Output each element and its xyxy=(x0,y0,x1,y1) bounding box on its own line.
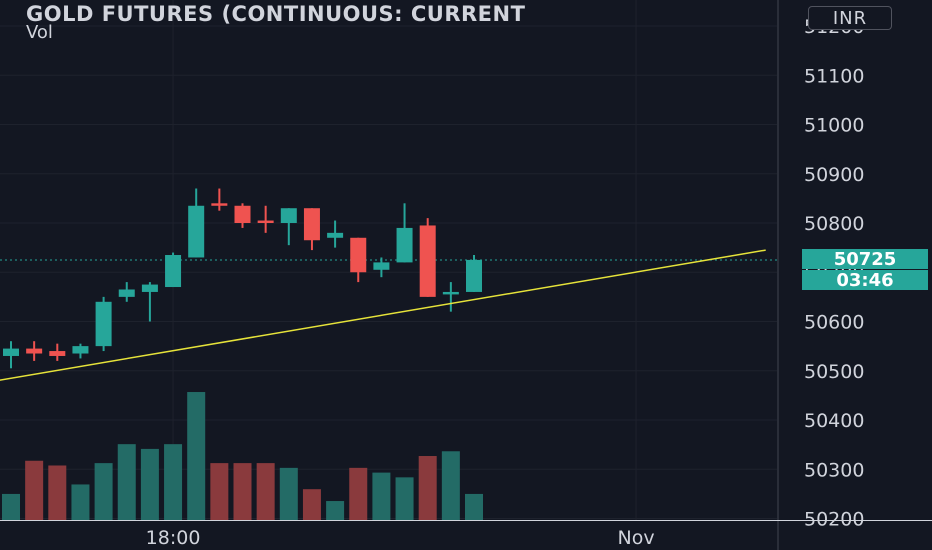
candle-body xyxy=(118,289,135,297)
candle-body xyxy=(72,346,89,354)
candles xyxy=(3,188,482,369)
price-tick-label: 51100 xyxy=(804,65,864,87)
time-tick-label: Nov xyxy=(618,527,655,549)
volume-bar xyxy=(418,456,437,520)
candle-body xyxy=(350,237,367,273)
volume-bar xyxy=(372,472,391,520)
trendline xyxy=(0,249,766,381)
candle-body xyxy=(396,227,413,263)
volume-bar xyxy=(187,392,206,520)
volume-bar xyxy=(256,463,275,520)
price-tick-label: 50800 xyxy=(804,213,864,235)
price-tick-label: 50300 xyxy=(804,459,864,481)
time-tick-label: 18:00 xyxy=(146,527,201,549)
candle-body xyxy=(49,351,66,356)
candle-body xyxy=(211,203,228,206)
symbol-title[interactable]: GOLD FUTURES (CONTINUOUS: CURRENT xyxy=(26,2,526,26)
candle-body xyxy=(95,301,112,347)
volume-bar xyxy=(71,484,90,520)
price-tick-label: 50400 xyxy=(804,410,864,432)
candle-body xyxy=(303,208,320,241)
candle-body xyxy=(442,291,459,295)
volume-bar xyxy=(210,463,229,520)
volume-bar xyxy=(233,463,252,520)
candle-body xyxy=(141,284,158,292)
volume-bar xyxy=(117,444,136,520)
volume-bar xyxy=(279,467,298,520)
candle-body xyxy=(280,208,297,223)
candle-body xyxy=(188,205,205,258)
volume-bar xyxy=(140,448,159,520)
volume-bars xyxy=(2,392,483,520)
candle-body xyxy=(165,255,182,288)
bar-countdown-tag: 03:46 xyxy=(802,270,928,291)
volume-bar xyxy=(25,460,44,520)
price-tick-label: 50900 xyxy=(804,164,864,186)
volume-bar xyxy=(465,493,483,520)
price-tick-label: 51000 xyxy=(804,115,864,137)
trendline-layer[interactable] xyxy=(0,249,766,381)
candle-body xyxy=(26,348,43,354)
volume-bar xyxy=(94,463,113,520)
candle-body xyxy=(373,262,390,270)
price-tick-label: 50600 xyxy=(804,312,864,334)
candle-body xyxy=(3,348,19,356)
price-tick-label: 50500 xyxy=(804,361,864,383)
volume-indicator-label[interactable]: Vol xyxy=(26,22,53,43)
candle-body xyxy=(466,259,482,292)
volume-bar xyxy=(164,444,183,520)
candle-body xyxy=(257,220,274,223)
volume-bar xyxy=(2,493,20,520)
last-price-tag: 50725 xyxy=(802,249,928,270)
volume-bar xyxy=(302,489,321,520)
volume-bar xyxy=(441,451,460,520)
volume-bar xyxy=(395,477,414,520)
candle-body xyxy=(419,225,436,297)
volume-bar xyxy=(48,465,67,520)
volume-bar xyxy=(349,467,368,520)
candle-body xyxy=(234,205,251,223)
time-axis[interactable]: 18:00 Nov xyxy=(146,527,655,549)
currency-button[interactable]: INR xyxy=(808,6,892,30)
volume-bar xyxy=(326,501,345,520)
price-tick-label: 50200 xyxy=(804,509,864,531)
candle-body xyxy=(327,232,344,238)
